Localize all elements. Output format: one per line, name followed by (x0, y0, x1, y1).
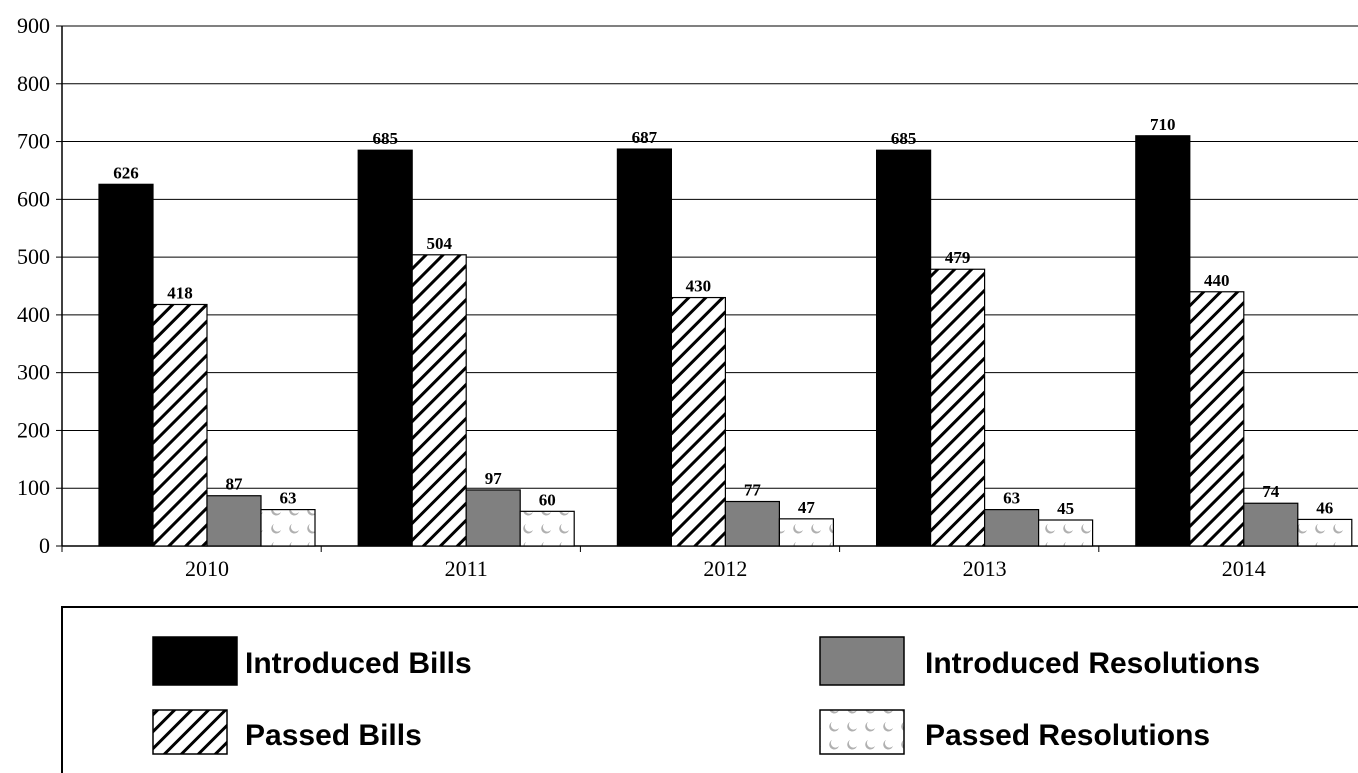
legend-swatch-passed-resolutions (819, 709, 905, 755)
data-label-passed-bills-2014: 440 (1204, 271, 1230, 290)
x-tick-label-2010: 2010 (185, 556, 229, 581)
legend-label-passed-resolutions: Passed Resolutions (925, 719, 1210, 752)
bar-introduced-bills-2011 (357, 149, 413, 547)
bars (98, 135, 1353, 547)
legend: Introduced Bills Passed Bills Introduced… (61, 606, 1358, 773)
bar-passed-bills-2011 (411, 254, 467, 547)
data-label-introduced-resolutions-2010: 87 (226, 475, 244, 494)
y-axis-tick-labels: 0 100 200 300 400 500 600 700 800 900 (17, 13, 50, 558)
x-tick-label-2014: 2014 (1222, 556, 1266, 581)
bar-passed-resolutions-2012 (778, 518, 835, 547)
bar-introduced-resolutions-2011 (465, 489, 521, 547)
data-label-introduced-resolutions-2014: 74 (1262, 482, 1280, 501)
bar-passed-bills-2012 (670, 296, 727, 547)
y-tick-label: 700 (17, 129, 50, 154)
bar-passed-resolutions-2013 (1037, 519, 1094, 547)
y-tick-label: 300 (17, 360, 50, 385)
data-label-passed-resolutions-2011: 60 (539, 490, 556, 509)
y-tick-label: 0 (39, 533, 50, 558)
bar-passed-resolutions-2011 (519, 510, 575, 547)
y-tick-label: 200 (17, 417, 50, 442)
data-label-introduced-resolutions-2013: 63 (1003, 489, 1020, 508)
y-tick-label: 800 (17, 71, 50, 96)
bar-introduced-resolutions-2012 (724, 500, 781, 547)
bar-passed-resolutions-2010 (260, 509, 316, 547)
legend-label-passed-bills: Passed Bills (245, 719, 422, 752)
y-tick-label: 500 (17, 244, 50, 269)
bar-passed-bills-2010 (152, 303, 208, 547)
bar-passed-bills-2014 (1189, 291, 1245, 547)
legend-swatch-passed-bills (152, 709, 228, 755)
y-tick-label: 600 (17, 186, 50, 211)
y-tick-label: 100 (17, 475, 50, 500)
data-label-passed-resolutions-2014: 46 (1316, 498, 1333, 517)
x-tick-label-2011: 2011 (445, 556, 488, 581)
data-label-passed-resolutions-2013: 45 (1057, 499, 1074, 518)
data-label-introduced-resolutions-2011: 97 (485, 469, 503, 488)
data-label-passed-bills-2010: 418 (167, 283, 193, 302)
data-label-passed-resolutions-2012: 47 (798, 498, 816, 517)
bar-introduced-bills-2012 (616, 148, 673, 547)
legend-label-introduced-resolutions: Introduced Resolutions (925, 647, 1260, 680)
y-tick-label: 900 (17, 13, 50, 38)
bar-introduced-bills-2010 (98, 183, 154, 547)
data-labels: 626 418 87 63 685 504 97 60 687 430 77 47 685 479 63 45… (113, 115, 1333, 518)
bar-introduced-bills-2014 (1135, 135, 1191, 547)
x-axis-tick-labels: 2010 2011 2012 2013 2014 (185, 556, 1266, 581)
x-tick-label-2013: 2013 (963, 556, 1007, 581)
y-tick-label: 400 (17, 302, 50, 327)
bar-introduced-resolutions-2010 (206, 495, 262, 547)
legend-swatch-introduced-resolutions (819, 636, 905, 686)
data-label-passed-resolutions-2010: 63 (280, 489, 297, 508)
bar-introduced-resolutions-2013 (983, 509, 1040, 547)
bar-introduced-resolutions-2014 (1243, 502, 1299, 547)
data-label-introduced-bills-2013: 685 (891, 129, 917, 148)
legend-label-introduced-bills: Introduced Bills (245, 647, 472, 680)
data-label-passed-bills-2011: 504 (426, 234, 452, 253)
legend-frame (61, 606, 1358, 773)
data-label-introduced-bills-2010: 626 (113, 163, 139, 182)
legend-swatch-introduced-bills (152, 636, 238, 686)
data-label-introduced-bills-2011: 685 (372, 129, 398, 148)
bar-passed-bills-2013 (929, 268, 986, 547)
gridlines (62, 25, 1358, 489)
data-label-passed-bills-2012: 430 (686, 277, 712, 296)
bar-introduced-bills-2013 (875, 149, 932, 547)
data-label-passed-bills-2013: 479 (945, 248, 971, 267)
x-tick-label-2012: 2012 (703, 556, 747, 581)
data-label-introduced-bills-2014: 710 (1150, 115, 1176, 134)
bar-passed-resolutions-2014 (1297, 518, 1353, 547)
data-label-introduced-resolutions-2012: 77 (744, 481, 762, 500)
data-label-introduced-bills-2012: 687 (632, 128, 658, 147)
